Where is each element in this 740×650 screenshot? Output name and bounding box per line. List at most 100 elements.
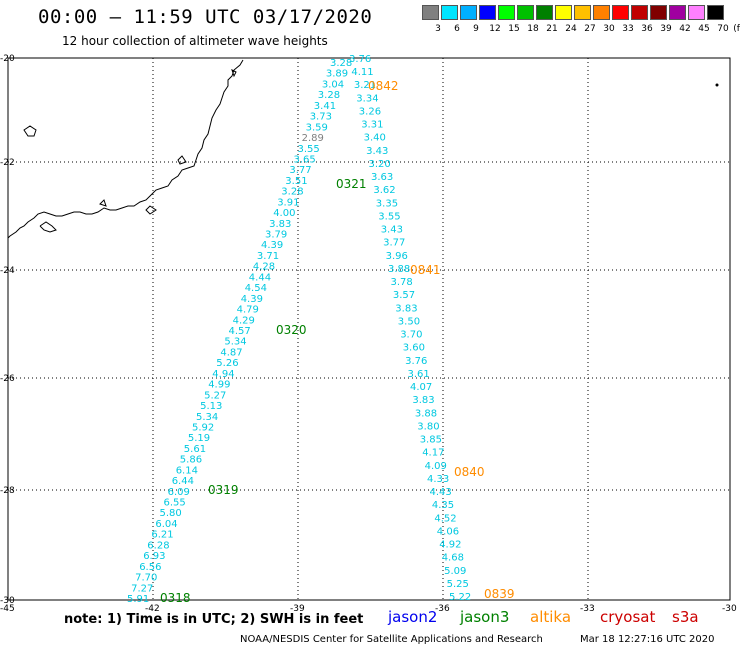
island-dot [715,83,719,87]
wave-height-value: 6.14 [176,465,198,476]
wave-height-value: 3.83 [395,303,417,314]
wave-height-value: 5.92 [192,423,214,434]
scale-swatch [555,5,572,20]
wave-height-value: 5.61 [184,444,206,455]
wave-height-value: 5.34 [196,412,218,423]
wave-height-value: 3.21 [354,80,376,91]
wave-height-value: 6.93 [143,551,165,562]
wave-height-value: 3.91 [277,197,299,208]
lon-tick-label: -33 [580,604,595,614]
lat-tick-label: -22 [0,158,15,168]
pass-time-label: 0840 [454,465,485,479]
wave-height-value: 7.70 [135,573,157,584]
scale-tick-label: 15 [508,24,520,34]
wave-height-value: 3.70 [400,330,422,341]
map-title: 00:00 – 11:59 UTC 03/17/2020 [38,6,373,28]
wave-height-value: 3.34 [356,93,378,104]
wave-height-value: 4.29 [233,315,255,326]
wave-height-value: 3.88 [415,408,437,419]
wave-height-value: 6.44 [172,476,194,487]
pass-time-label: 0321 [336,177,367,191]
pass-time-label: 0318 [160,591,191,605]
wave-height-value: 4.54 [245,283,267,294]
lat-tick-label: -20 [0,54,15,64]
scale-swatch [612,5,629,20]
wave-height-value: 4.33 [427,474,449,485]
legend-s3a: s3a [672,608,699,626]
wave-height-value: 3.35 [376,198,398,209]
coastline-bay [39,69,237,233]
west-track-values: 3.283.893.043.283.413.733.592.893.553.65… [127,58,352,605]
wave-height-value: 4.99 [208,380,230,391]
wave-height-value: 3.73 [310,112,332,123]
wave-height-value: 4.94 [212,369,234,380]
credit-text: NOAA/NESDIS Center for Satellite Applica… [240,634,543,645]
wave-height-value: 5.09 [444,566,466,577]
wave-height-value: 2.89 [302,133,324,144]
scale-swatch [669,5,686,20]
map-frame [7,57,731,601]
wave-height-value: 6.21 [151,530,173,541]
wave-height-value: 5.91 [127,594,149,605]
wave-height-value: 3.59 [306,122,328,133]
wave-height-value: 3.71 [257,251,279,262]
scale-swatch [650,5,667,20]
wave-height-value: 3.83 [269,219,291,230]
wave-height-value: 3.63 [371,172,393,183]
lon-tick-label: -42 [145,604,160,614]
wave-height-value: 3.61 [408,369,430,380]
scale-swatch [593,5,610,20]
wave-height-value: 3.76 [405,356,427,367]
scale-tick-label: 33 [622,24,634,34]
island [23,125,37,137]
scale-tick-label: 6 [454,24,460,34]
scale-swatch [422,5,439,20]
scale-swatch [517,5,534,20]
wave-height-value: 6.56 [139,562,161,573]
scale-tick-label: 12 [489,24,501,34]
wave-height-value: 3.65 [294,155,316,166]
pass-time-label: 0841 [410,263,441,277]
lon-tick-label: -36 [435,604,450,614]
wave-height-value: 4.07 [410,382,432,393]
lon-tick-label: -30 [722,604,737,614]
wave-height-value: 3.78 [391,277,413,288]
wave-height-value: 5.13 [200,401,222,412]
scale-tick-label: 18 [527,24,539,34]
wave-height-value: 6.28 [147,540,169,551]
pass-time-label: 0319 [208,483,239,497]
wave-height-value: 4.00 [273,208,295,219]
wave-height-value: 3.28 [281,187,303,198]
lat-tick-label: -24 [0,266,15,276]
wave-height-value: 5.34 [224,337,246,348]
wave-height-value: 4.57 [229,326,251,337]
wave-height-value: 3.41 [314,101,336,112]
lon-tick-label: -45 [0,604,15,614]
wave-height-value: 6.04 [155,519,177,530]
scale-tick-label: 36 [641,24,653,34]
east-track-values: 3.76 4.11 3.21 3.34 3.26 3.31 3.40 3.43 3.20 3.63… [349,54,471,603]
wave-height-value: 4.43 [430,487,452,498]
scale-tick-label: 9 [473,24,479,34]
scale-swatch [536,5,553,20]
wave-height-value: 3.50 [398,316,420,327]
wave-height-value: 5.26 [216,358,238,369]
wave-height-value: 4.06 [437,526,459,537]
wave-height-value: 6.09 [168,487,190,498]
grid-lines [8,58,730,600]
pass-time-label: 0320 [276,323,307,337]
legend-altika: altika [530,608,572,626]
pass-time-labels: 0321 0320 0319 0318 0842 0841 0840 0839 [160,79,515,605]
scale-tick-label: 3 [435,24,441,34]
wave-height-value: 3.80 [417,421,439,432]
wave-height-value: 3.79 [265,230,287,241]
legend-jason2: jason2 [388,608,438,626]
pass-time-label: 0839 [484,587,515,601]
wave-height-value: 3.55 [378,212,400,223]
wave-height-value: 3.76 [349,54,371,65]
wave-height-value: 3.20 [369,159,391,170]
wave-height-value: 4.79 [237,305,259,316]
wave-height-value: 4.39 [241,294,263,305]
wave-height-value: 6.55 [164,498,186,509]
scale-tick-label: 39 [660,24,672,34]
